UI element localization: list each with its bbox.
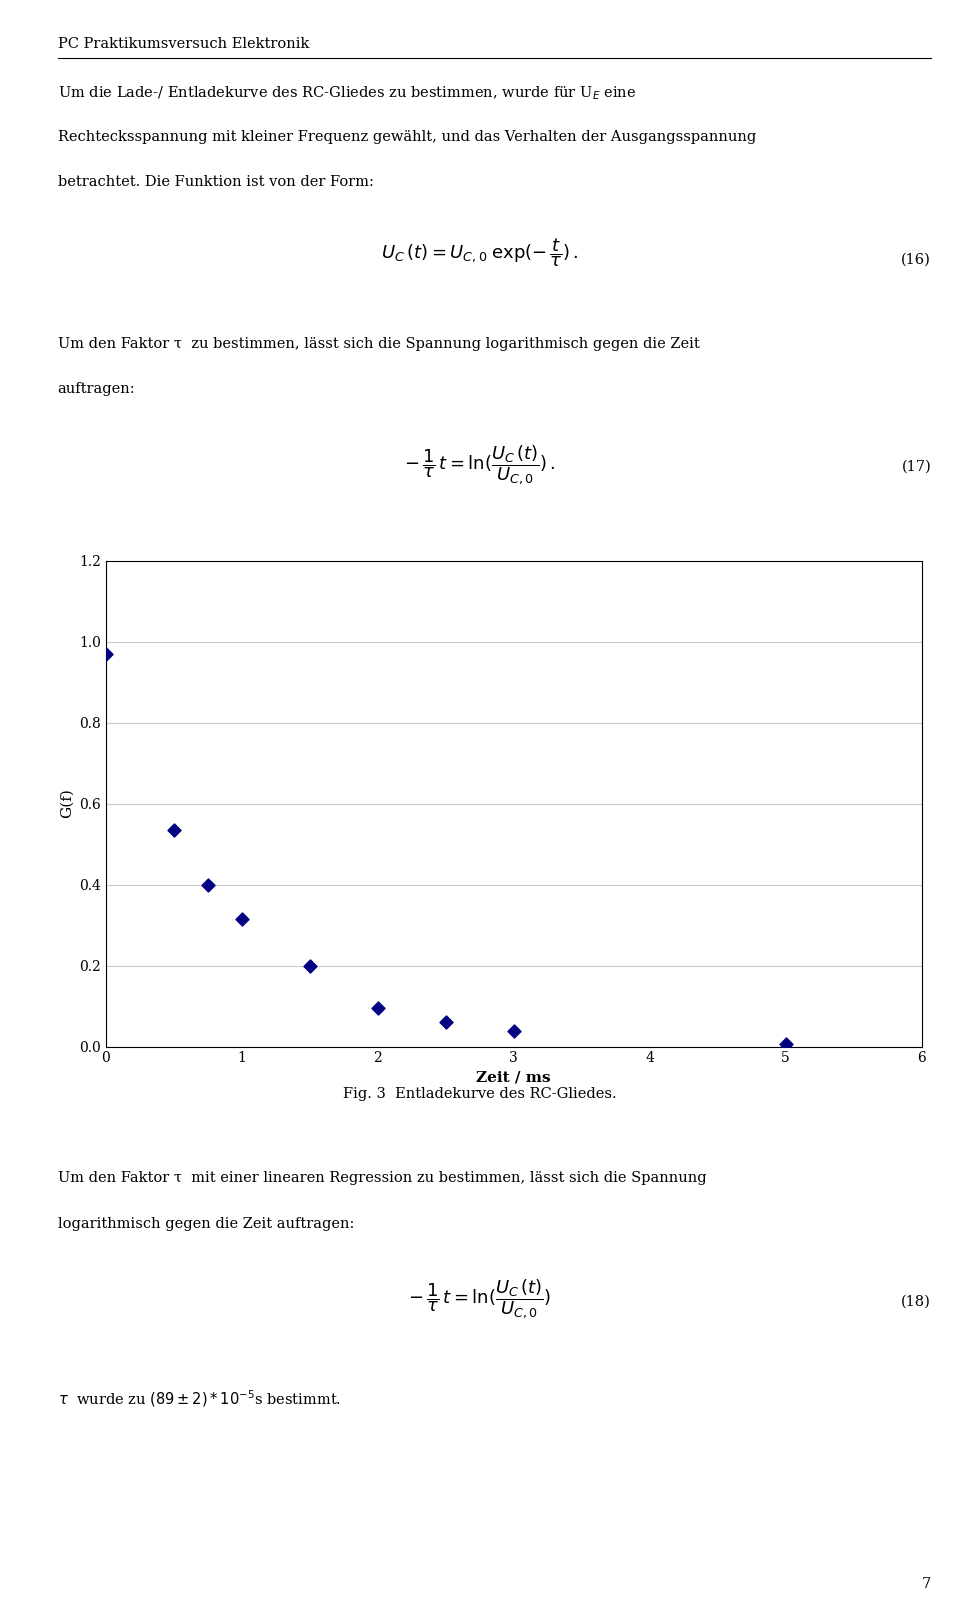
Point <box>166 816 181 842</box>
Y-axis label: G(f): G(f) <box>60 789 73 818</box>
Text: Um den Faktor τ  zu bestimmen, lässt sich die Spannung logarithmisch gegen die Z: Um den Faktor τ zu bestimmen, lässt sich… <box>58 337 699 352</box>
Point <box>370 995 385 1021</box>
Text: (16): (16) <box>901 253 931 267</box>
X-axis label: Zeit / ms: Zeit / ms <box>476 1071 551 1085</box>
Text: $-\,\dfrac{1}{\tau}\,t = \ln(\dfrac{U_C\,(t)}{U_{C,0}})\,.$: $-\,\dfrac{1}{\tau}\,t = \ln(\dfrac{U_C\… <box>404 444 556 488</box>
Text: logarithmisch gegen die Zeit auftragen:: logarithmisch gegen die Zeit auftragen: <box>58 1217 354 1231</box>
Text: $\tau$  wurde zu $(89\pm2) * 10^{-5}$s bestimmt.: $\tau$ wurde zu $(89\pm2) * 10^{-5}$s be… <box>58 1388 341 1409</box>
Text: $-\,\dfrac{1}{\tau}\,t = \ln(\dfrac{U_C\,(t)}{U_{C,0}})$: $-\,\dfrac{1}{\tau}\,t = \ln(\dfrac{U_C\… <box>408 1278 552 1322</box>
Point <box>438 1009 453 1035</box>
Text: Um die Lade-/ Entladekurve des RC-Gliedes zu bestimmen, wurde für U$_E$ eine: Um die Lade-/ Entladekurve des RC-Gliede… <box>58 84 636 102</box>
Text: $U_C\,(t) = U_{C,0}\;\exp(-\,\dfrac{t}{\tau})\,.$: $U_C\,(t) = U_{C,0}\;\exp(-\,\dfrac{t}{\… <box>381 237 579 269</box>
Text: Rechtecksspannung mit kleiner Frequenz gewählt, und das Verhalten der Ausgangssp: Rechtecksspannung mit kleiner Frequenz g… <box>58 130 756 144</box>
Text: auftragen:: auftragen: <box>58 382 135 397</box>
Point <box>778 1032 793 1058</box>
Text: Fig. 3  Entladekurve des RC-Gliedes.: Fig. 3 Entladekurve des RC-Gliedes. <box>343 1087 617 1102</box>
Text: PC Praktikumsversuch Elektronik: PC Praktikumsversuch Elektronik <box>58 37 309 52</box>
Text: (17): (17) <box>901 460 931 475</box>
Text: betrachtet. Die Funktion ist von der Form:: betrachtet. Die Funktion ist von der For… <box>58 175 373 190</box>
Point <box>200 872 215 897</box>
Text: Um den Faktor τ  mit einer linearen Regression zu bestimmen, lässt sich die Span: Um den Faktor τ mit einer linearen Regre… <box>58 1171 707 1186</box>
Point <box>506 1019 521 1045</box>
Point <box>234 906 250 931</box>
Text: 7: 7 <box>922 1576 931 1591</box>
Point <box>98 642 113 667</box>
Point <box>301 953 317 978</box>
Text: (18): (18) <box>901 1294 931 1309</box>
